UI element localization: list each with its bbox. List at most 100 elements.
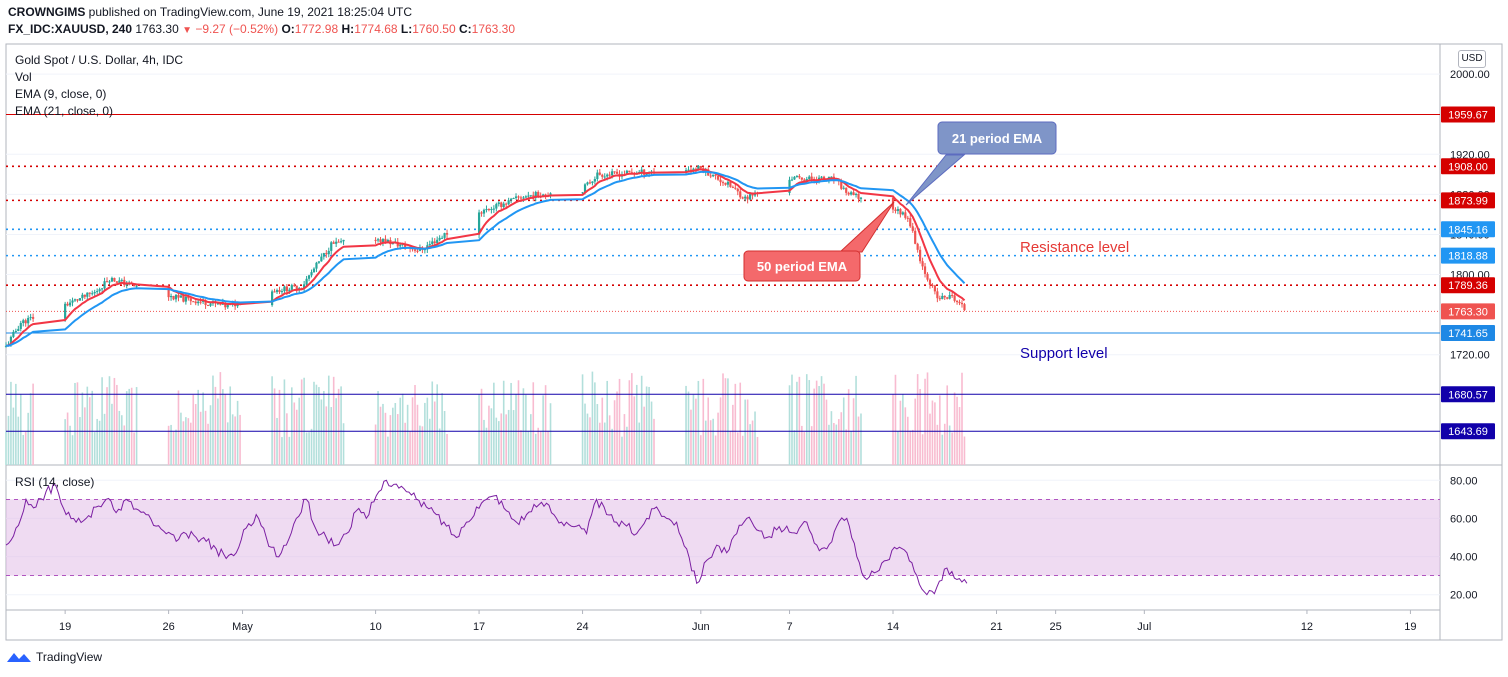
- volume-bar: [330, 407, 333, 465]
- volume-bar: [500, 413, 503, 465]
- candle-body: [332, 242, 335, 244]
- volume-bar: [300, 379, 303, 465]
- volume-bar: [599, 422, 601, 465]
- level-badge-text: 1908.00: [1448, 161, 1488, 173]
- volume-bar: [803, 432, 806, 465]
- candle-body: [169, 295, 173, 298]
- volume-bar: [239, 414, 241, 465]
- time-tick-label: 17: [473, 621, 485, 633]
- volume-bar: [926, 372, 929, 465]
- candle-body: [840, 181, 843, 189]
- symbol: FX_IDC:XAUUSD, 240: [8, 22, 133, 36]
- volume-bar: [520, 430, 522, 465]
- callout-21-ema-box: [937, 121, 1057, 155]
- volume-bar: [327, 375, 330, 465]
- volume-bar: [29, 393, 32, 465]
- candle-body: [487, 209, 491, 211]
- volume-bar: [833, 423, 835, 465]
- candle-body: [721, 182, 725, 184]
- volume-bar: [695, 398, 697, 465]
- callout-50-ema-box: [743, 250, 861, 282]
- candle-body: [98, 289, 101, 292]
- volume-bar: [406, 404, 409, 465]
- volume-bar: [121, 415, 123, 465]
- ema-lines: [5, 168, 966, 347]
- volume-bar: [586, 413, 589, 465]
- candle-body: [73, 299, 77, 301]
- volume-bar: [714, 435, 717, 465]
- volume-bar: [751, 420, 754, 465]
- level-badge-1680.57: [1441, 386, 1495, 403]
- quote-line: FX_IDC:XAUUSD, 240 1763.30 ▼ −9.27 (−0.5…: [8, 22, 515, 36]
- volume-bar: [490, 408, 493, 465]
- callout-50-ema[interactable]: 50 period EMA: [743, 201, 895, 282]
- volume-bar: [396, 414, 399, 465]
- volume-bar: [313, 381, 315, 465]
- volume-bar: [86, 386, 89, 465]
- volume-bar: [690, 409, 692, 465]
- volume-bar: [394, 403, 397, 465]
- candle-body: [226, 305, 229, 308]
- time-tick-label: Jun: [692, 621, 710, 633]
- candle-body: [376, 239, 380, 241]
- candle-body: [938, 298, 941, 300]
- volume-bar: [840, 412, 843, 465]
- candle-body: [317, 261, 321, 263]
- candle-body: [295, 285, 298, 290]
- volume-bar: [704, 420, 707, 465]
- volume-bar: [7, 415, 10, 465]
- volume-bar: [91, 390, 94, 465]
- candle-body: [953, 295, 956, 301]
- candle-body: [795, 175, 799, 177]
- volume-bar: [283, 379, 286, 465]
- candle-body: [534, 191, 537, 198]
- candle-body: [500, 202, 503, 207]
- candle-body: [374, 239, 377, 241]
- candle-body: [399, 244, 402, 247]
- volume-bar: [830, 411, 833, 465]
- candle-body: [4, 345, 8, 347]
- candle-body: [593, 178, 596, 182]
- volume-bar: [845, 429, 847, 465]
- close-label: C:: [458, 22, 472, 36]
- volume-bar: [293, 402, 296, 465]
- currency-button[interactable]: USD: [1458, 50, 1486, 68]
- volume-bar: [32, 383, 34, 465]
- volume-bar: [838, 419, 840, 465]
- volume-bar: [692, 394, 695, 465]
- candle-body: [71, 300, 74, 303]
- candle-body: [184, 296, 187, 302]
- volume-bar: [749, 424, 751, 465]
- volume-bar: [485, 427, 488, 465]
- callout-21-ema[interactable]: 21 period EMA: [905, 121, 1057, 206]
- candle-body: [100, 288, 104, 290]
- volume-bar: [754, 411, 756, 465]
- volume-bar: [638, 422, 641, 465]
- volume-bar: [103, 413, 106, 465]
- last-value: 1763.30: [135, 22, 179, 36]
- volume-bar: [611, 428, 613, 465]
- volume-bar: [510, 382, 512, 465]
- candle-body: [66, 303, 69, 306]
- time-tick-label: 25: [1050, 621, 1062, 633]
- volume-bar: [547, 430, 549, 465]
- candle-body: [749, 194, 752, 200]
- candle-body: [482, 209, 486, 214]
- candle-body: [303, 284, 306, 289]
- candle-body: [736, 188, 739, 192]
- candle-body: [206, 305, 210, 307]
- volume-bar: [899, 400, 902, 465]
- volume-bar: [727, 378, 729, 465]
- candle-body: [125, 284, 128, 286]
- volume-bar: [626, 426, 628, 465]
- candle-body: [271, 291, 274, 306]
- volume-bar: [428, 418, 431, 465]
- volume-bar: [685, 385, 687, 465]
- tradingview-footer[interactable]: TradingView: [6, 650, 102, 664]
- volume-bar: [416, 404, 419, 465]
- level-badge-text: 1818.88: [1448, 251, 1488, 263]
- candles: [4, 165, 966, 348]
- candle-body: [842, 187, 845, 189]
- candle-body: [413, 249, 417, 251]
